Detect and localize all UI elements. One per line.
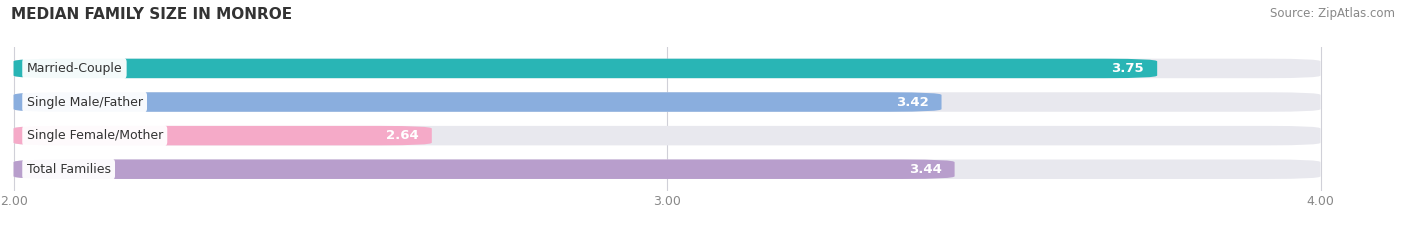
FancyBboxPatch shape: [14, 159, 955, 179]
FancyBboxPatch shape: [14, 92, 942, 112]
Text: 3.44: 3.44: [908, 163, 942, 176]
Text: Single Male/Father: Single Male/Father: [27, 96, 142, 109]
FancyBboxPatch shape: [14, 126, 1320, 145]
FancyBboxPatch shape: [14, 159, 1320, 179]
FancyBboxPatch shape: [14, 126, 432, 145]
Text: 2.64: 2.64: [387, 129, 419, 142]
Text: MEDIAN FAMILY SIZE IN MONROE: MEDIAN FAMILY SIZE IN MONROE: [11, 7, 292, 22]
Text: Married-Couple: Married-Couple: [27, 62, 122, 75]
FancyBboxPatch shape: [14, 59, 1320, 78]
Text: 3.75: 3.75: [1112, 62, 1144, 75]
Text: Single Female/Mother: Single Female/Mother: [27, 129, 163, 142]
FancyBboxPatch shape: [14, 92, 1320, 112]
Text: Source: ZipAtlas.com: Source: ZipAtlas.com: [1270, 7, 1395, 20]
FancyBboxPatch shape: [14, 59, 1157, 78]
Text: 3.42: 3.42: [896, 96, 928, 109]
Text: Total Families: Total Families: [27, 163, 111, 176]
